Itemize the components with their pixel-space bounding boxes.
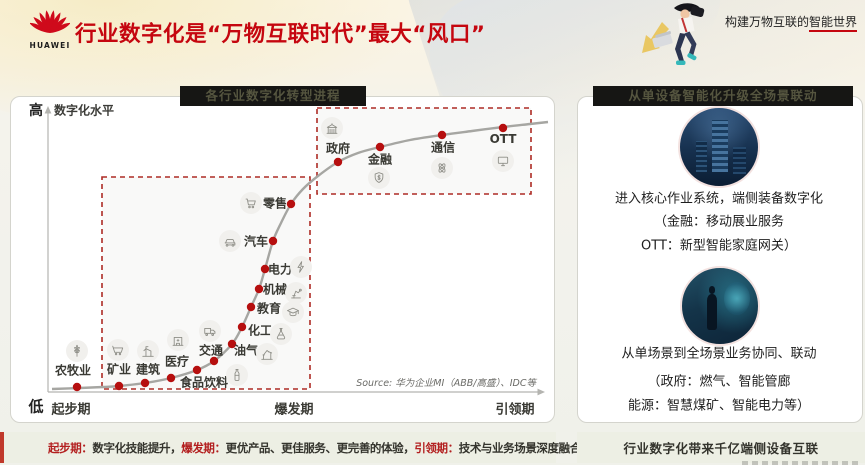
legend-stage-description: 技术与业务场景深度融合 xyxy=(458,440,582,455)
huawei-logo-icon xyxy=(29,10,71,33)
legend-stage-description: 数字化技能提升， xyxy=(92,440,182,455)
legend-stage-label: 起步期： xyxy=(48,440,93,455)
right-panel-text-line: （金融：移动展业服务 xyxy=(653,214,784,230)
right-panel-text-line: 从单场景到全场景业务协同、联动 xyxy=(621,346,817,362)
right-panel-text-line: 进入核心作业系统，端侧装备数字化 xyxy=(614,191,823,207)
right-panel-title: 从单设备智能化升级全场景联动 xyxy=(593,86,853,106)
right-panel-text-line: OTT：新型智能家庭网关） xyxy=(641,238,797,254)
tagline-prefix: 构建万物互联的 xyxy=(724,15,809,29)
device-interconnect-bar: 行业数字化带来千亿端侧设备互联 xyxy=(577,432,865,463)
huawei-logo-text: HUAWEI xyxy=(29,41,71,50)
jumping-person-illustration xyxy=(642,3,705,65)
city-night-photo xyxy=(678,106,760,188)
page-title: 行业数字化是“万物互联时代”最大“风口” xyxy=(75,22,486,47)
chart-panel xyxy=(10,96,555,423)
laptop-icon xyxy=(652,31,673,48)
stages-legend-bar: 起步期： 数字化技能提升， 爆发期： 更优产品、更佳服务、更完善的体验， 引领期： 技术与… xyxy=(0,432,581,463)
person-figure xyxy=(674,3,705,65)
cutoff-text-fragment xyxy=(742,461,860,465)
legend-stage-label: 爆发期： xyxy=(181,440,226,455)
legend-stage-description: 更优产品、更佳服务、更完善的体验， xyxy=(225,440,415,455)
person-hologram-photo xyxy=(680,266,760,346)
device-interconnect-text: 行业数字化带来千亿端侧设备互联 xyxy=(623,441,819,456)
tagline-highlight: 智能世界 xyxy=(808,15,857,32)
legend-stage-label: 引领期： xyxy=(414,440,459,455)
huawei-logo: HUAWEI xyxy=(26,7,74,50)
chart-panel-title: 各行业数字化转型进程 xyxy=(180,86,366,106)
right-panel-text-line: 能源：智慧煤矿、智能电力等） xyxy=(627,398,810,414)
tagline: 构建万物互联的智能世界 xyxy=(724,13,857,32)
right-panel-text-line: （政府：燃气、智能管廊 xyxy=(647,374,791,390)
yellow-arrow-icon xyxy=(642,22,669,53)
